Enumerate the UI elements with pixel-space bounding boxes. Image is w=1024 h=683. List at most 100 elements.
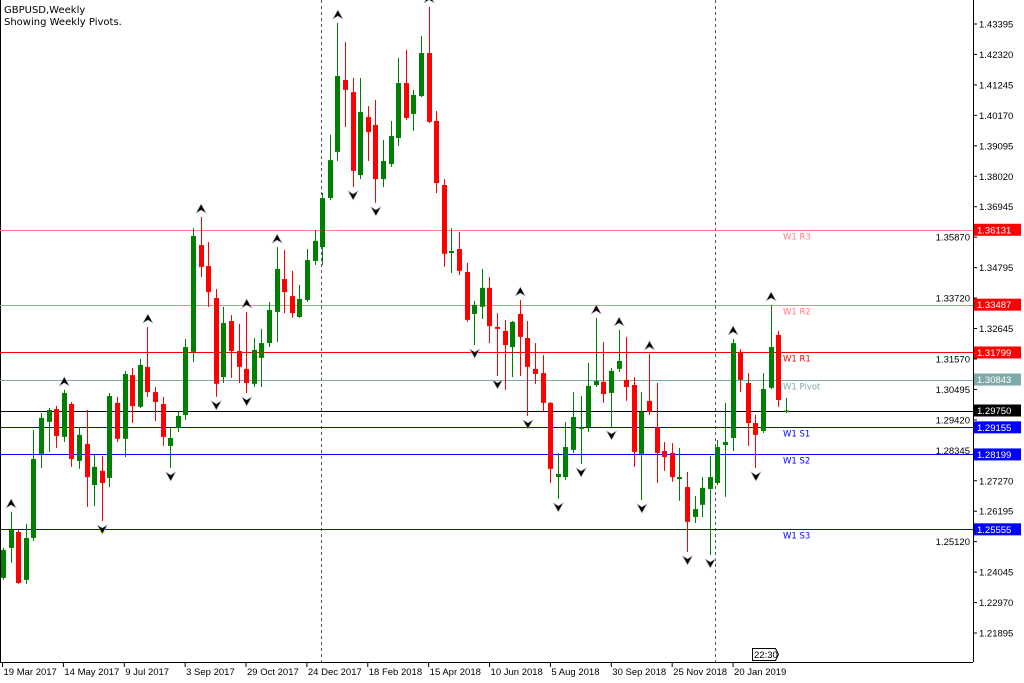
candle-body xyxy=(16,532,21,584)
candle xyxy=(123,370,128,457)
candle-body xyxy=(335,75,340,152)
candle xyxy=(769,304,774,389)
candle xyxy=(358,77,363,180)
fractal-up-arrow-icon xyxy=(142,313,154,324)
candle-body xyxy=(579,426,584,429)
fractal-up-arrow-icon xyxy=(590,304,603,315)
candle-body xyxy=(305,260,310,301)
y-tick-label: 1.38020 xyxy=(979,172,1013,183)
candle-body xyxy=(647,400,652,412)
candle-body xyxy=(632,385,637,452)
candle-body xyxy=(275,268,280,312)
fractal-up-arrow-icon xyxy=(765,291,777,302)
candle-body xyxy=(449,251,454,254)
candle-body xyxy=(731,343,736,438)
candle-body xyxy=(563,447,568,478)
y-tick-label: 1.30495 xyxy=(936,385,970,396)
price-tag-text: 1.33487 xyxy=(977,300,1011,311)
candle xyxy=(442,179,447,267)
pivot-price-tag: 1.33487 xyxy=(974,298,1021,311)
candle xyxy=(138,358,143,408)
y-tick-label: 1.41245 xyxy=(979,80,1013,91)
candle-body xyxy=(39,417,44,454)
candle-body xyxy=(221,322,226,378)
candle xyxy=(419,36,424,97)
candle-body xyxy=(69,403,74,459)
price-tag-bg xyxy=(974,373,1021,386)
fractal-down-arrow-icon xyxy=(575,467,587,478)
candle xyxy=(62,389,67,442)
y-tick-label: 1.36945 xyxy=(979,202,1013,213)
candle-body xyxy=(244,368,249,384)
candle xyxy=(39,413,44,469)
candle xyxy=(571,392,576,453)
y-tick-label: 1.35870 xyxy=(936,233,970,244)
candle xyxy=(191,228,196,363)
candle-body xyxy=(183,347,188,416)
candle-body xyxy=(9,530,14,548)
candle-body xyxy=(761,388,766,431)
candle xyxy=(31,430,36,542)
candle xyxy=(282,249,287,314)
candle xyxy=(373,100,378,203)
candle xyxy=(480,268,485,320)
fractal-down-arrow-icon xyxy=(96,524,109,535)
x-tick-label: 3 Sep 2017 xyxy=(186,667,235,678)
fractal-down-arrow-icon xyxy=(605,430,618,441)
fractal-up-arrow-icon xyxy=(195,203,207,214)
candle-body xyxy=(214,298,219,384)
pivot-price-tag: 1.30843 xyxy=(974,373,1021,386)
candle xyxy=(24,523,29,584)
candle xyxy=(586,362,591,433)
price-tag-bg xyxy=(974,346,1021,359)
pivot-price-tag: 1.31799 xyxy=(974,346,1021,359)
candle-body xyxy=(366,117,371,133)
candle xyxy=(746,373,751,446)
candle-body xyxy=(738,351,743,380)
x-tick-label: 20 Jan 2019 xyxy=(734,667,786,678)
candle-body xyxy=(237,351,242,367)
fractal-up-arrow-icon xyxy=(643,340,656,351)
candle xyxy=(69,402,74,467)
candle-body xyxy=(525,337,530,367)
y-tick-label: 1.26195 xyxy=(979,507,1013,518)
fractal-down-arrow-icon xyxy=(370,206,382,217)
price-tag-bg xyxy=(974,523,1021,536)
y-tick-label: 1.40170 xyxy=(979,111,1013,122)
price-tag-bg xyxy=(974,421,1021,434)
candle xyxy=(723,402,728,497)
candle xyxy=(168,428,173,469)
candle xyxy=(647,353,652,416)
candle xyxy=(503,319,508,390)
candle-body xyxy=(723,441,728,446)
fractal-up-arrow-icon xyxy=(332,9,344,20)
candle xyxy=(206,241,211,307)
candle xyxy=(556,452,561,499)
candle xyxy=(153,386,158,421)
candle xyxy=(487,277,492,344)
candle-body xyxy=(396,83,401,139)
candle-body xyxy=(510,321,515,348)
pivot-label: W1 R3 xyxy=(783,233,811,243)
candle xyxy=(297,285,302,318)
candle-body xyxy=(556,473,561,478)
candle xyxy=(389,121,394,167)
candle xyxy=(92,454,97,506)
fractal-up-arrow-icon xyxy=(58,376,71,387)
candle xyxy=(411,89,416,131)
price-tag-bg xyxy=(974,404,1021,417)
pivot-price-tag: 1.28199 xyxy=(974,448,1021,461)
candle-body xyxy=(685,486,690,522)
candle xyxy=(259,328,264,387)
candle xyxy=(776,330,781,407)
candle-body xyxy=(503,330,508,346)
candle xyxy=(252,337,257,387)
candle-body xyxy=(373,124,378,180)
candle-body xyxy=(624,379,629,387)
candle-body xyxy=(130,375,135,406)
fractal-down-arrow-icon xyxy=(636,503,648,514)
pivot-price-tag: 1.25555 xyxy=(974,523,1021,536)
x-tick-label: 25 Nov 2018 xyxy=(673,667,727,678)
candle xyxy=(579,396,584,465)
